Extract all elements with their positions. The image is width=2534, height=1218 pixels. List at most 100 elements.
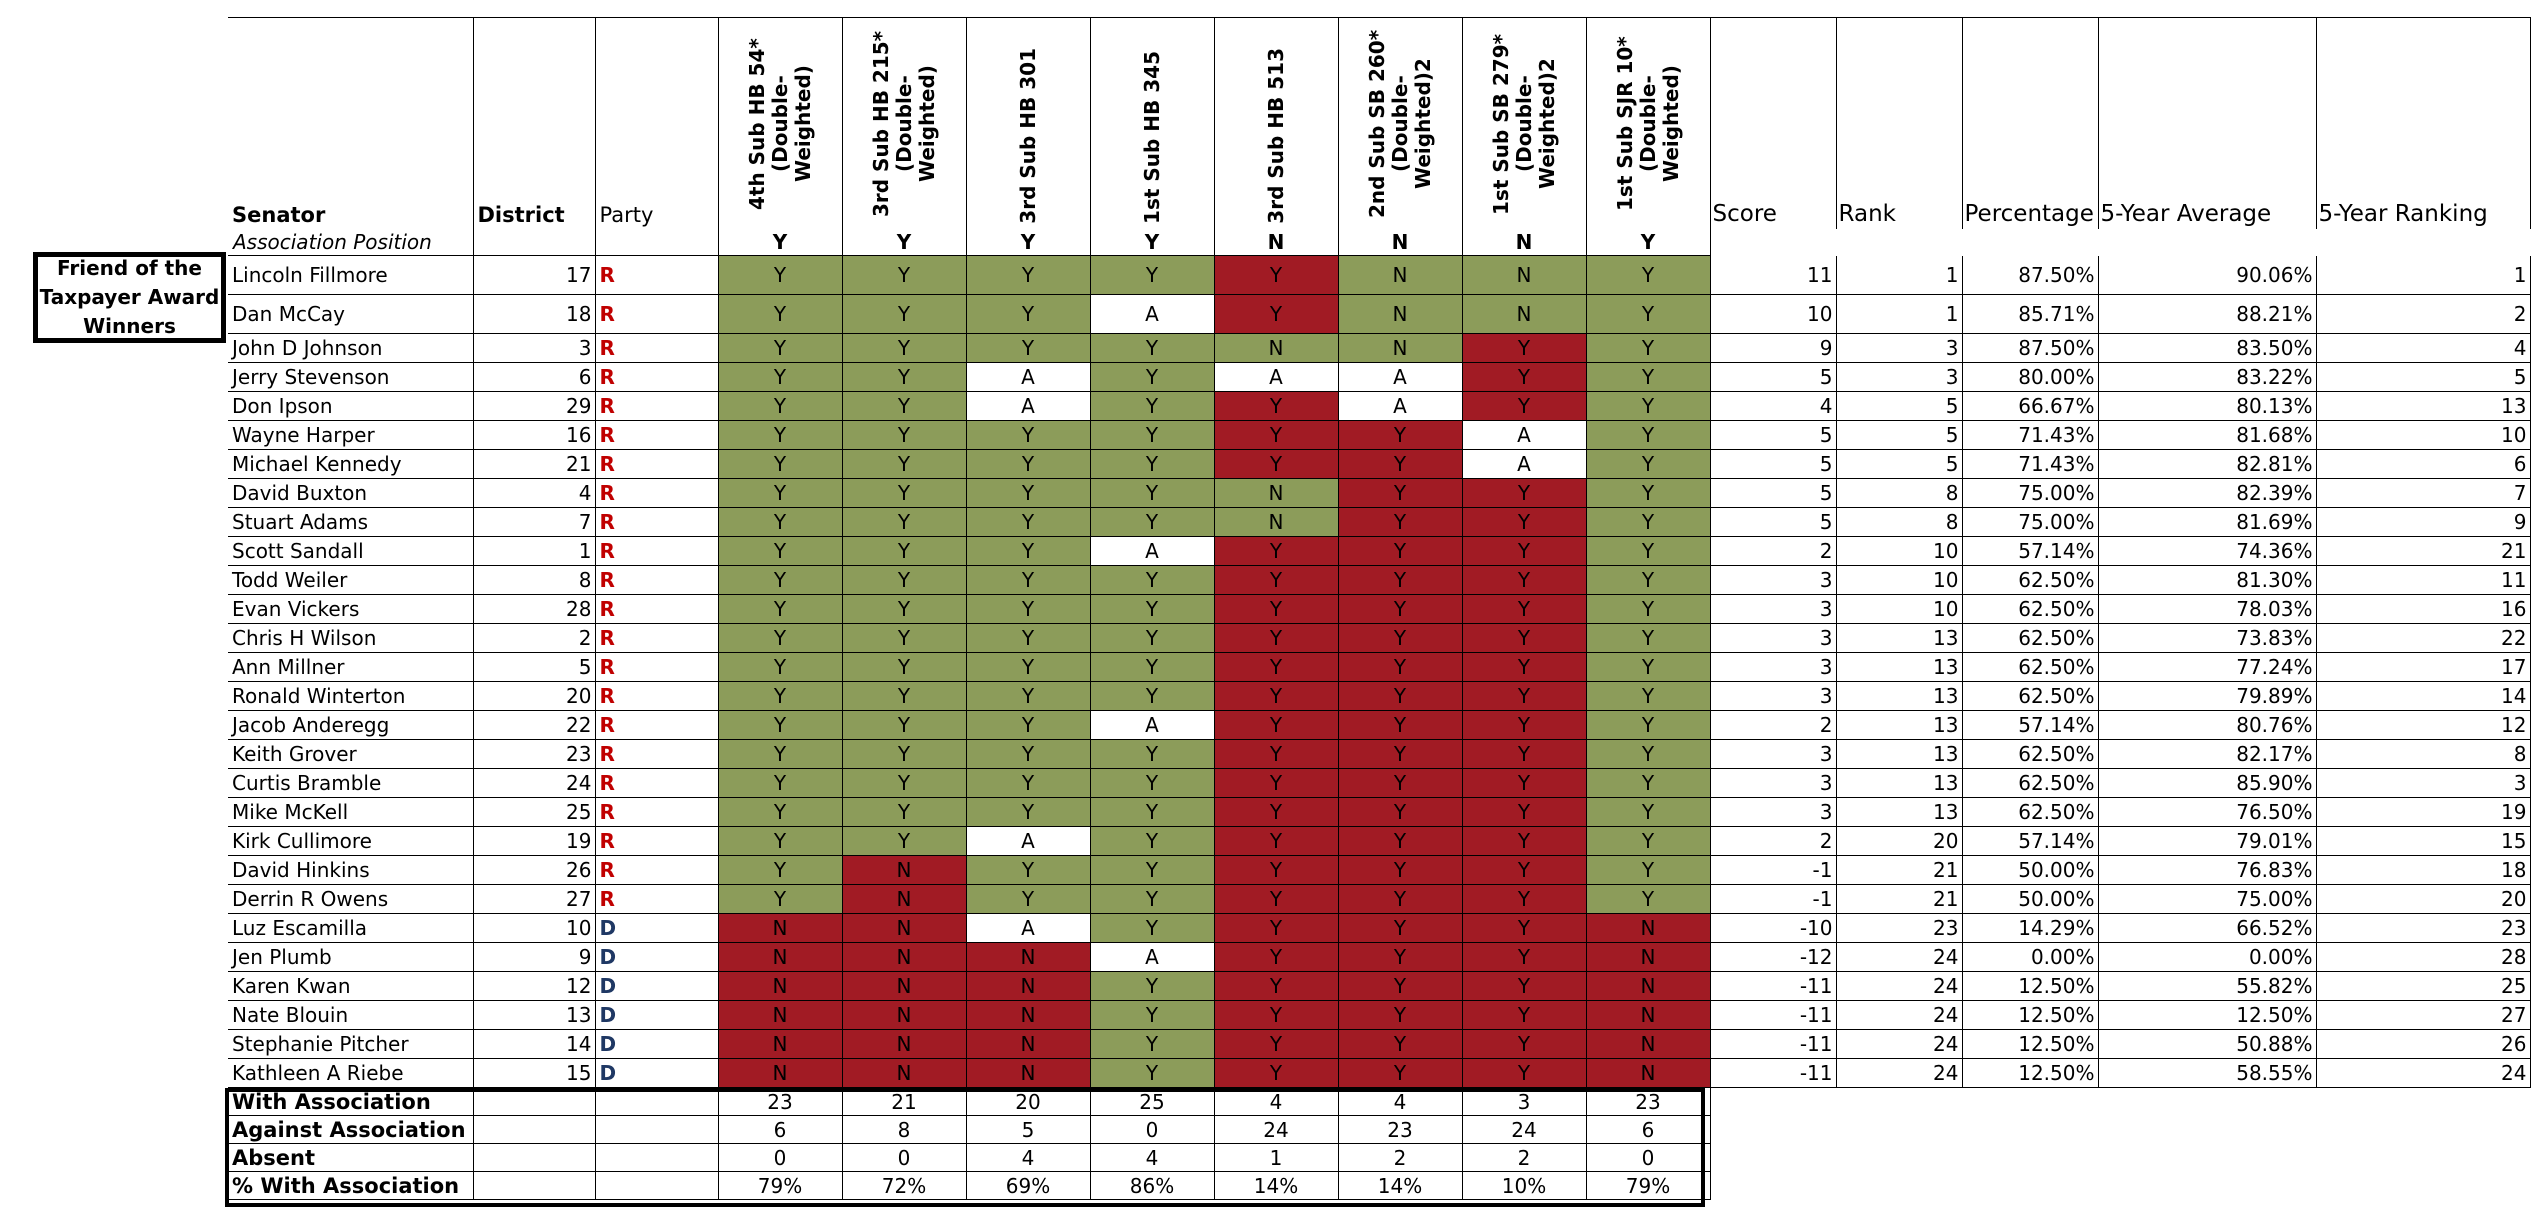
rank-cell: 21: [1836, 884, 1963, 914]
rank-cell: 5: [1836, 420, 1963, 450]
senator-district: 21: [473, 449, 596, 479]
five-year-average-cell: 85.90%: [2098, 768, 2317, 798]
score-cell: 3: [1710, 739, 1837, 769]
senator-party: R: [595, 294, 719, 334]
rank-cell: 5: [1836, 391, 1963, 421]
percentage-cell: 50.00%: [1962, 884, 2099, 914]
bill-header-label: 3rd Sub HB 215* (Double-Weighted): [868, 30, 939, 218]
senator-party: D: [595, 1000, 719, 1030]
vote-cell: Y: [1090, 797, 1215, 827]
vote-cell: Y: [718, 449, 843, 479]
senator-name: Don Ipson: [228, 391, 474, 421]
vote-cell: Y: [966, 536, 1091, 566]
percentage-cell: 75.00%: [1962, 507, 2099, 537]
vote-cell: Y: [1090, 449, 1215, 479]
vote-cell: N: [1214, 478, 1339, 508]
summary-value: 10%: [1462, 1171, 1587, 1200]
vote-cell: N: [1586, 1058, 1711, 1088]
vote-cell: Y: [718, 768, 843, 798]
summary-value: 14%: [1214, 1171, 1339, 1200]
senator-party: R: [595, 391, 719, 421]
summary-value: 5: [966, 1115, 1091, 1144]
vote-cell: Y: [1214, 623, 1339, 653]
rank-cell: 5: [1836, 449, 1963, 479]
empty-cell: [1962, 1088, 2098, 1116]
percentage-cell: 62.50%: [1962, 739, 2099, 769]
percentage-cell: 50.00%: [1962, 855, 2099, 885]
vote-cell: Y: [1338, 420, 1463, 450]
senator-row: Jen Plumb 9 D N N N A Y Y Y N -12 24 0.00% 0.00% 28: [228, 942, 2531, 972]
senator-name: David Buxton: [228, 478, 474, 508]
vote-cell: Y: [966, 652, 1091, 682]
vote-cell: Y: [1462, 652, 1587, 682]
percentage-cell: 71.43%: [1962, 420, 2099, 450]
senator-district: 19: [473, 826, 596, 856]
senator-district: 22: [473, 710, 596, 740]
senator-row: Michael Kennedy 21 R Y Y Y Y Y Y A Y 5 5 71.43% 82.81%…: [228, 449, 2531, 479]
vote-cell: N: [842, 942, 967, 972]
five-year-ranking-cell: 16: [2316, 594, 2531, 624]
vote-cell: Y: [842, 478, 967, 508]
empty-cell: [2316, 1088, 2530, 1116]
vote-cell: Y: [718, 420, 843, 450]
vote-cell: Y: [842, 391, 967, 421]
rank-cell: 13: [1836, 681, 1963, 711]
senator-header: Senator: [228, 17, 474, 229]
summary-value: 4: [1338, 1087, 1463, 1116]
senator-party: D: [595, 1029, 719, 1059]
vote-cell: Y: [1338, 855, 1463, 885]
empty-cell: [473, 1115, 596, 1144]
senator-name: Nate Blouin: [228, 1000, 474, 1030]
vote-cell: Y: [1462, 391, 1587, 421]
rank-cell: 1: [1836, 294, 1963, 334]
vote-cell: Y: [1214, 652, 1339, 682]
senator-district: 28: [473, 594, 596, 624]
vote-cell: Y: [718, 333, 843, 363]
senator-district: 17: [473, 255, 596, 295]
vote-cell: Y: [1338, 826, 1463, 856]
summary-value: 4: [1214, 1087, 1339, 1116]
empty-cell: [1836, 1116, 1962, 1144]
vote-cell: Y: [842, 565, 967, 595]
vote-cell: Y: [718, 478, 843, 508]
summary-value: 6: [1586, 1115, 1711, 1144]
vote-cell: Y: [1462, 884, 1587, 914]
vote-cell: Y: [966, 449, 1091, 479]
vote-cell: A: [1090, 710, 1215, 740]
award-line-2: Taxpayer Award: [39, 285, 220, 309]
vote-cell: Y: [1090, 594, 1215, 624]
bill-header-label: 3rd Sub HB 301: [1015, 48, 1040, 224]
senator-district: 18: [473, 294, 596, 334]
score-cell: 5: [1710, 507, 1837, 537]
senator-name: Ronald Winterton: [228, 681, 474, 711]
vote-cell: Y: [1214, 391, 1339, 421]
summary-label: Against Association: [228, 1115, 474, 1144]
senator-party: R: [595, 623, 719, 653]
vote-cell: Y: [1214, 1058, 1339, 1088]
summary-value: 4: [1090, 1143, 1215, 1172]
senator-party: R: [595, 507, 719, 537]
vote-cell: Y: [1214, 739, 1339, 769]
vote-cell: Y: [1462, 362, 1587, 392]
summary-value: 4: [966, 1143, 1091, 1172]
vote-cell: Y: [1090, 913, 1215, 943]
senator-row: Keith Grover 23 R Y Y Y Y Y Y Y Y 3 13 62.50% 82.17% 8: [228, 739, 2531, 769]
association-position-value: N: [1214, 229, 1339, 256]
percentage-cell: 57.14%: [1962, 536, 2099, 566]
summary-value: 79%: [1586, 1171, 1711, 1200]
rank-cell: 1: [1836, 255, 1963, 295]
five-year-ranking-cell: 18: [2316, 855, 2531, 885]
vote-cell: Y: [1462, 478, 1587, 508]
senator-district: 6: [473, 362, 596, 392]
senator-name: Dan McCay: [228, 294, 474, 334]
senator-district: 27: [473, 884, 596, 914]
five-year-ranking-cell: 28: [2316, 942, 2531, 972]
senator-row: Curtis Bramble 24 R Y Y Y Y Y Y Y Y 3 13 62.50% 85.90%…: [228, 768, 2531, 798]
five-year-average-cell: 77.24%: [2098, 652, 2317, 682]
vote-cell: Y: [1338, 536, 1463, 566]
senator-party: R: [595, 478, 719, 508]
senator-name: Scott Sandall: [228, 536, 474, 566]
score-cell: -11: [1710, 1058, 1837, 1088]
vote-cell: A: [1214, 362, 1339, 392]
empty-cell: [2316, 1144, 2530, 1172]
